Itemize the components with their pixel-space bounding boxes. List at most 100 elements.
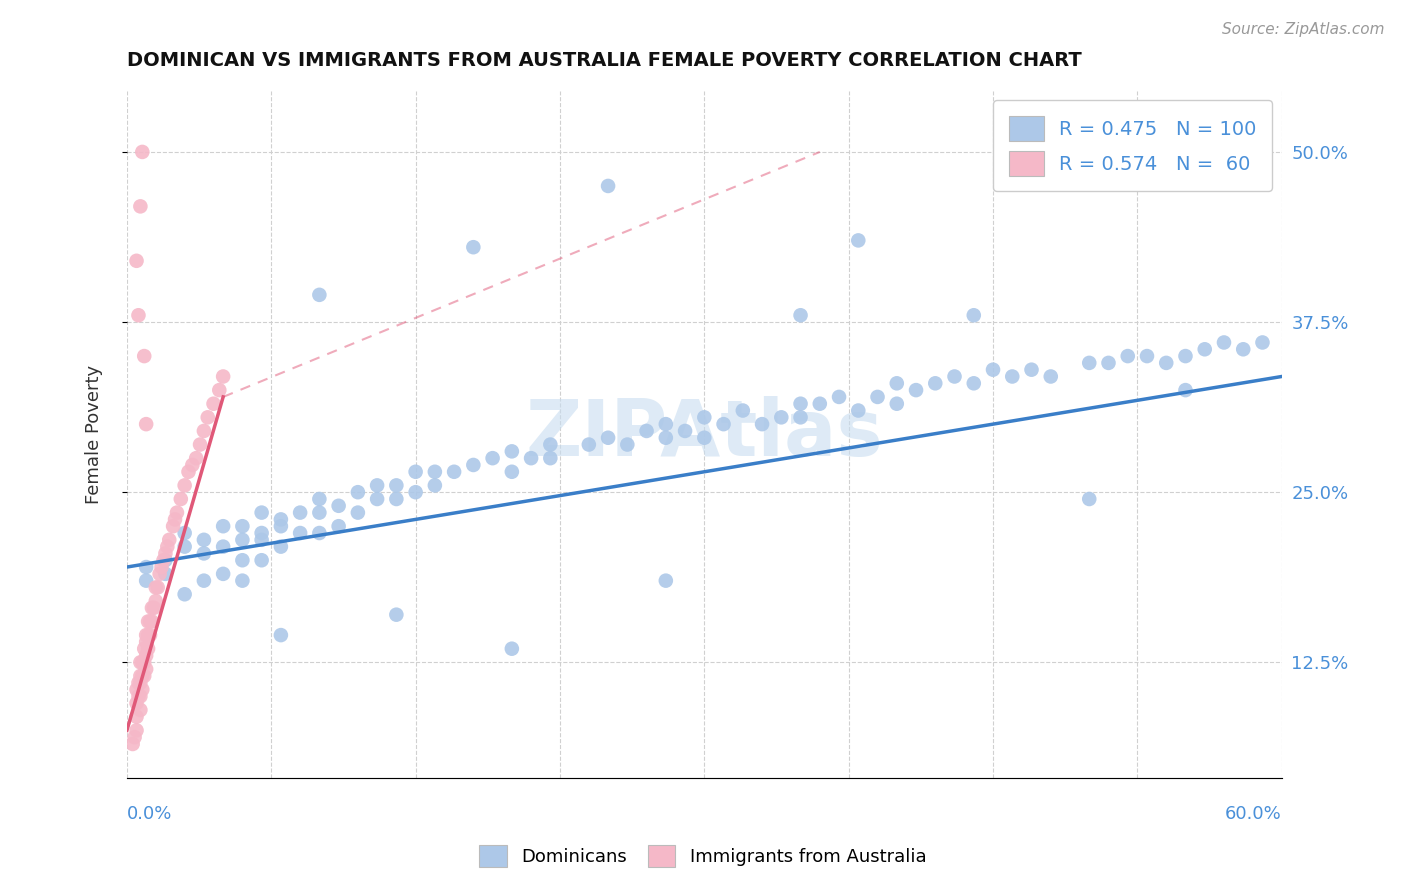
Point [981,362,1004,376]
Point [145,581,167,595]
Point [886,376,908,391]
Point [163,512,186,526]
Point [202,397,225,411]
Y-axis label: Female Poverty: Female Poverty [86,365,103,504]
Point [134,641,156,656]
Point [125,696,148,710]
Point [789,308,811,322]
Point [155,566,177,581]
Point [145,594,167,608]
Text: ZIPAtlas: ZIPAtlas [526,396,883,473]
Point [846,234,869,248]
Point [173,587,195,601]
Point [616,437,638,451]
Point [385,491,408,506]
Point [135,662,157,676]
Point [366,478,388,492]
Point [131,682,153,697]
Point [134,669,156,683]
Point [157,533,180,547]
Point [1078,356,1101,370]
Point [141,600,163,615]
Point [129,656,152,670]
Point [127,308,149,322]
Point [177,465,200,479]
Point [385,478,408,492]
Point [538,437,561,451]
Point [405,485,427,500]
Legend: Dominicans, Immigrants from Australia: Dominicans, Immigrants from Australia [472,838,934,874]
Point [250,533,273,547]
Point [149,566,172,581]
Point [1174,383,1197,397]
Point [288,526,311,541]
Point [212,519,235,533]
Point [1021,362,1043,376]
Point [846,403,869,417]
Point [135,635,157,649]
Point [1001,369,1024,384]
Point [693,431,716,445]
Point [152,553,174,567]
Point [173,478,195,492]
Point [481,451,503,466]
Point [596,178,619,193]
Point [139,628,162,642]
Point [193,574,215,588]
Point [943,369,966,384]
Point [308,288,330,302]
Point [142,600,165,615]
Point [1194,343,1216,357]
Point [770,410,793,425]
Point [308,506,330,520]
Point [250,526,273,541]
Point [139,615,162,629]
Point [328,499,350,513]
Point [231,574,253,588]
Point [655,417,678,431]
Point [288,506,311,520]
Point [129,199,152,213]
Point [197,410,219,425]
Point [270,519,292,533]
Point [131,656,153,670]
Point [170,491,193,506]
Point [731,403,754,417]
Point [1116,349,1139,363]
Point [463,458,485,472]
Point [125,710,148,724]
Point [905,383,928,397]
Point [188,437,211,451]
Point [166,506,188,520]
Point [231,553,253,567]
Point [866,390,889,404]
Point [713,417,735,431]
Point [208,383,231,397]
Point [135,417,157,431]
Point [636,424,658,438]
Point [924,376,946,391]
Point [135,648,157,663]
Point [1039,369,1062,384]
Point [751,417,773,431]
Point [789,410,811,425]
Point [131,145,153,159]
Point [963,308,986,322]
Point [136,641,159,656]
Point [162,519,184,533]
Point [789,397,811,411]
Point [308,491,330,506]
Point [250,553,273,567]
Point [1213,335,1236,350]
Point [134,656,156,670]
Point [125,723,148,738]
Point [270,512,292,526]
Point [443,465,465,479]
Point [1154,356,1177,370]
Point [501,465,523,479]
Point [121,737,143,751]
Point [423,465,446,479]
Point [125,253,148,268]
Point [270,540,292,554]
Point [655,431,678,445]
